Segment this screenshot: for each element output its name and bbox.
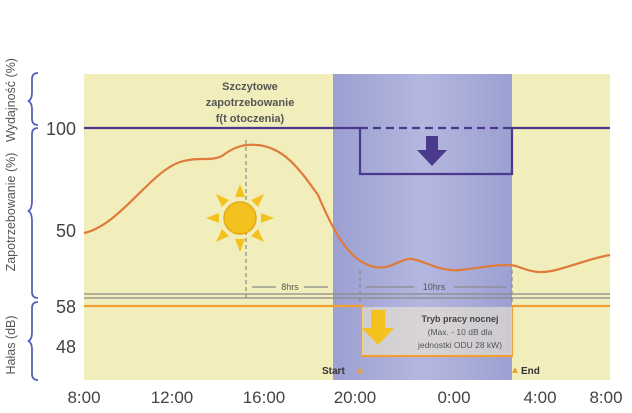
sun-icon [206, 184, 274, 252]
noise-line [84, 304, 610, 358]
peak-label-line3: f(t otoczenia) [216, 113, 285, 125]
night-mode-line2: jednostki ODU 28 kW) [417, 340, 502, 350]
performance-bracket [27, 72, 39, 126]
x-tick-0400: 4:00 [523, 388, 556, 407]
y-axis-demand-label: Zapotrzebowanie (%) [4, 153, 18, 272]
end-triangle-icon [512, 367, 518, 373]
interval-day-label: 8hrs [281, 282, 299, 292]
y-tick-48: 48 [56, 337, 76, 357]
y-tick-58: 58 [56, 297, 76, 317]
x-tick-1600: 16:00 [243, 388, 286, 407]
noise-bracket [27, 301, 39, 381]
y-axis-performance-label: Wydajność (%) [4, 58, 18, 142]
y-tick-100: 100 [46, 119, 76, 139]
start-triangle-icon [357, 367, 363, 373]
peak-label-line2: zapotrzebowanie [206, 97, 295, 109]
demand-bracket [27, 127, 39, 299]
night-mode-title: Tryb pracy nocnej [421, 314, 498, 324]
demand-curve [83, 143, 611, 274]
x-tick-0800-next: 8:00 [589, 388, 622, 407]
peak-label-line1: Szczytowe [222, 81, 278, 93]
x-tick-1200: 12:00 [151, 388, 194, 407]
down-arrow-icon [417, 136, 447, 166]
noise-down-arrow-icon [362, 310, 394, 345]
y-tick-50: 50 [56, 221, 76, 241]
start-label: Start [322, 366, 345, 377]
end-label: End [521, 366, 540, 377]
x-tick-2000: 20:00 [334, 388, 377, 407]
interval-night-label: 10hrs [423, 282, 446, 292]
x-tick-0800: 8:00 [67, 388, 100, 407]
x-tick-0000: 0:00 [437, 388, 470, 407]
y-axis-noise-label: Hałas (dB) [4, 315, 18, 374]
capacity-line [84, 126, 610, 176]
night-mode-line1: (Max. - 10 dB dla [428, 327, 493, 337]
